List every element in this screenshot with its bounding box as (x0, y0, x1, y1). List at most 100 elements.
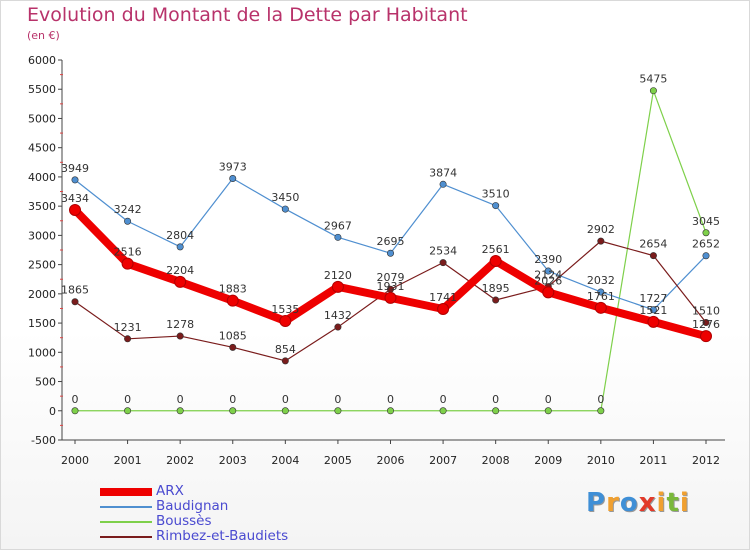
data-point (279, 315, 292, 328)
legend-label: Boussès (156, 513, 212, 529)
data-point (174, 275, 187, 288)
legend-swatch (100, 521, 152, 523)
data-point (492, 202, 500, 210)
data-label: 3450 (271, 191, 299, 204)
x-tick-label: 2000 (61, 454, 89, 467)
data-point (334, 233, 342, 241)
data-point (176, 332, 184, 340)
proxiti-logo: Proxiti (586, 488, 690, 518)
data-point (121, 257, 134, 270)
data-label: 2124 (534, 269, 562, 282)
chart-subtitle: (en €) (27, 29, 60, 42)
x-tick-label: 2007 (429, 454, 457, 467)
legend-swatch (100, 536, 152, 538)
data-label: 0 (597, 393, 604, 406)
data-label: 0 (545, 393, 552, 406)
data-point (71, 176, 79, 184)
data-point (124, 407, 132, 415)
data-label: 1231 (114, 321, 142, 334)
data-point (492, 407, 500, 415)
legend-item: Boussès (100, 513, 360, 530)
data-point (229, 175, 237, 183)
data-label: 2652 (692, 238, 720, 251)
logo-letter: P (586, 488, 607, 518)
data-point (594, 301, 607, 314)
chart-title: Evolution du Montant de la Dette par Hab… (27, 4, 468, 26)
data-point (647, 315, 660, 328)
data-point (281, 407, 289, 415)
y-tick-label: 1000 (28, 346, 56, 359)
x-tick-label: 2004 (271, 454, 299, 467)
data-label: 1727 (639, 292, 667, 305)
data-point (649, 306, 657, 314)
data-point (281, 357, 289, 365)
data-label: 1278 (166, 318, 194, 331)
data-label: 3973 (219, 161, 247, 174)
y-tick-label: -500 (31, 434, 56, 447)
logo-letter: r (606, 488, 620, 518)
data-point (542, 286, 555, 299)
data-point (124, 217, 132, 225)
data-point (489, 255, 502, 268)
data-point (386, 407, 394, 415)
data-label: 3874 (429, 166, 457, 179)
data-label: 2654 (639, 238, 667, 251)
data-label: 0 (334, 393, 341, 406)
data-point (544, 407, 552, 415)
data-point (229, 407, 237, 415)
y-tick-label: 2000 (28, 288, 56, 301)
data-point (702, 229, 710, 237)
data-label: 3242 (114, 203, 142, 216)
data-point (384, 291, 397, 304)
logo-letter: t (666, 488, 680, 518)
data-point (331, 280, 344, 293)
data-label: 0 (492, 393, 499, 406)
data-label: 1521 (639, 304, 667, 317)
data-point (439, 407, 447, 415)
data-point (334, 323, 342, 331)
data-label: 5475 (639, 73, 667, 86)
data-label: 2032 (587, 274, 615, 287)
data-point (386, 249, 394, 257)
data-point (597, 237, 605, 245)
data-label: 1432 (324, 309, 352, 322)
data-point (281, 205, 289, 213)
data-label: 2561 (482, 243, 510, 256)
data-label: 1085 (219, 329, 247, 342)
data-label: 1883 (219, 283, 247, 296)
data-label: 1535 (271, 303, 299, 316)
x-tick-label: 2010 (587, 454, 615, 467)
data-point (649, 252, 657, 260)
logo-letter: o (619, 488, 639, 518)
data-point (702, 318, 710, 326)
data-label: 2079 (377, 271, 405, 284)
data-label: 2120 (324, 269, 352, 282)
data-label: 0 (124, 393, 131, 406)
legend-item: Rimbez-et-Baudiets (100, 528, 360, 545)
y-tick-label: 3500 (28, 200, 56, 213)
x-tick-label: 2005 (324, 454, 352, 467)
data-point (649, 87, 657, 95)
legend-label: ARX (156, 483, 184, 499)
y-tick-label: 1500 (28, 317, 56, 330)
legend-swatch (100, 488, 152, 496)
data-point (71, 407, 79, 415)
data-point (124, 335, 132, 343)
data-point (176, 243, 184, 251)
legend-label: Baudignan (156, 498, 229, 514)
data-label: 1741 (429, 291, 457, 304)
data-label: 3045 (692, 215, 720, 228)
data-point (439, 259, 447, 267)
data-label: 2390 (534, 253, 562, 266)
y-tick-label: 4000 (28, 171, 56, 184)
data-label: 0 (72, 393, 79, 406)
x-tick-label: 2001 (114, 454, 142, 467)
data-label: 2534 (429, 245, 457, 258)
y-tick-label: 0 (49, 405, 56, 418)
data-label: 1276 (692, 318, 720, 331)
y-tick-label: 500 (35, 376, 56, 389)
data-label: 854 (275, 343, 296, 356)
data-point (69, 204, 81, 217)
data-label: 3434 (61, 192, 89, 205)
legend-item: Baudignan (100, 498, 360, 515)
